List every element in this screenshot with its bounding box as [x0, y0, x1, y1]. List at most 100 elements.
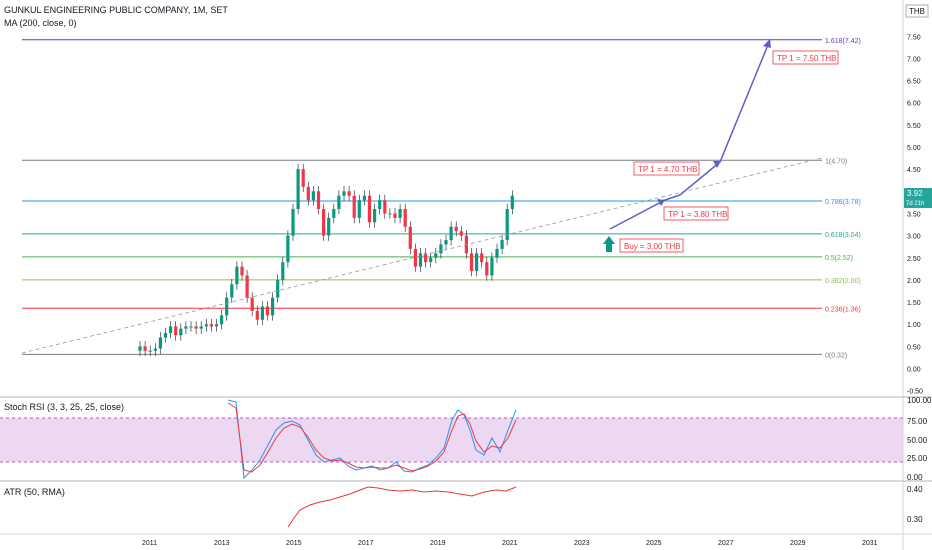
- fib-label: 0.786(3.78): [825, 199, 861, 206]
- price-tick: -0.50: [907, 389, 923, 396]
- trend-line[interactable]: [21, 157, 823, 354]
- stoch-legend[interactable]: Stoch RSI (3, 3, 25, 25, close): [4, 402, 125, 412]
- tp3-label: TP 1 = 7.50 THB: [777, 54, 837, 63]
- buy-label: Buy = 3.00 THB: [624, 242, 681, 251]
- tp1-label: TP 1 = 3.80 THB: [668, 210, 728, 219]
- candle-body: [276, 279, 280, 298]
- candle-body: [138, 346, 142, 351]
- tp2-label-box[interactable]: [633, 161, 700, 176]
- time-tick: 2017: [358, 540, 374, 547]
- candle-body: [469, 253, 474, 272]
- candle-body: [398, 209, 402, 218]
- arrowhead-tp1: [657, 199, 665, 206]
- fib-label: 0.5(2.52): [825, 255, 853, 262]
- currency-label: THB: [909, 7, 925, 16]
- candle-body: [281, 262, 285, 280]
- candle-body: [255, 310, 259, 320]
- projection-path[interactable]: [609, 39, 771, 230]
- candle-body: [184, 326, 188, 329]
- candle-body: [439, 244, 443, 254]
- buy-label-box[interactable]: [619, 238, 684, 253]
- tp1-label-box[interactable]: [663, 206, 729, 221]
- candle-body: [271, 297, 275, 316]
- candle-body: [475, 253, 479, 272]
- time-tick: 2011: [142, 540, 157, 547]
- last-price-badge: [904, 188, 932, 208]
- stoch-d-line: [227, 402, 517, 473]
- price-tick: 5.50: [907, 123, 921, 130]
- time-tick: 2013: [214, 540, 230, 547]
- price-tick: 7.00: [907, 56, 921, 63]
- price-tick: 2.00: [907, 278, 921, 285]
- fib-label: 1.618(7.42): [825, 38, 861, 45]
- fib-levels: 1.618(7.42) 1(4.70) 0.786(3.78) 0.618(3.04)…: [22, 38, 861, 359]
- candle-body: [306, 186, 310, 201]
- candle-body: [342, 191, 346, 196]
- candle-body: [485, 262, 489, 276]
- candle-body: [194, 326, 198, 329]
- candle-body: [209, 324, 213, 327]
- candle-body: [362, 195, 366, 201]
- fib-label: 1(4.70): [825, 158, 847, 165]
- candle-body: [225, 297, 229, 316]
- buy-arrow-icon: [603, 236, 615, 252]
- last-price-countdown: 7d 21h: [906, 201, 924, 207]
- fib-label: 0.618(3.04): [825, 232, 861, 239]
- candle-body: [291, 209, 295, 236]
- last-price-value: 3.92: [907, 189, 923, 198]
- candle-body: [235, 266, 239, 285]
- atr-tick-040: 0.40: [907, 485, 923, 494]
- candle-body: [220, 315, 224, 325]
- candle-body: [199, 326, 203, 329]
- stoch-tick-100: 100.00: [907, 396, 932, 405]
- atr-legend[interactable]: ATR (50, RMA): [4, 487, 65, 497]
- candle-body: [429, 257, 433, 263]
- candle-body: [214, 324, 219, 327]
- price-tick: 4.50: [907, 167, 921, 174]
- fib-label: 0.382(2.00): [825, 278, 861, 285]
- stoch-tick-0: 0.00: [907, 473, 923, 482]
- candle-body: [250, 297, 254, 311]
- candle-body: [378, 200, 382, 210]
- price-tick: 1.00: [907, 322, 921, 329]
- time-tick: 2029: [790, 540, 806, 547]
- candle-body: [408, 226, 412, 249]
- candle-body: [240, 266, 244, 276]
- candle-body: [510, 195, 514, 210]
- candle-body: [245, 275, 249, 298]
- candle-body: [163, 333, 168, 338]
- candle-body: [352, 195, 356, 218]
- price-tick: 1.50: [907, 300, 921, 307]
- time-tick: 2019: [430, 540, 446, 547]
- atr-tick-030: 0.30: [907, 515, 923, 524]
- candle-body: [393, 213, 397, 218]
- candle-body: [174, 326, 178, 336]
- stoch-band: [0, 418, 903, 462]
- candle-body: [373, 209, 377, 223]
- ma-legend[interactable]: MA (200, close, 0): [4, 18, 77, 28]
- candle-body: [337, 195, 341, 210]
- time-tick: 2027: [718, 540, 734, 547]
- candle-body: [322, 209, 326, 236]
- atr-line: [287, 486, 517, 528]
- candle-series: [138, 163, 514, 357]
- price-tick: 5.00: [907, 145, 921, 152]
- time-tick: 2021: [502, 540, 518, 547]
- candle-body: [383, 200, 387, 214]
- candle-body: [403, 209, 407, 227]
- fib-label: 0.236(1.36): [825, 306, 861, 313]
- symbol-title[interactable]: GUNKUL ENGINEERING PUBLIC COMPANY, 1M, S…: [4, 5, 228, 15]
- candle-body: [327, 217, 331, 236]
- candle-body: [158, 337, 162, 349]
- candle-body: [495, 248, 499, 258]
- candle-body: [332, 209, 336, 218]
- candle-body: [286, 235, 290, 263]
- currency-tag[interactable]: [905, 4, 929, 18]
- candle-body: [434, 253, 438, 258]
- candle-body: [189, 326, 193, 328]
- candle-body: [444, 240, 448, 245]
- candle-body: [505, 209, 509, 241]
- tp2-label: TP 1 = 4.70 THB: [638, 165, 698, 174]
- tp3-label-box[interactable]: [772, 50, 839, 65]
- price-tick: 3.00: [907, 234, 921, 241]
